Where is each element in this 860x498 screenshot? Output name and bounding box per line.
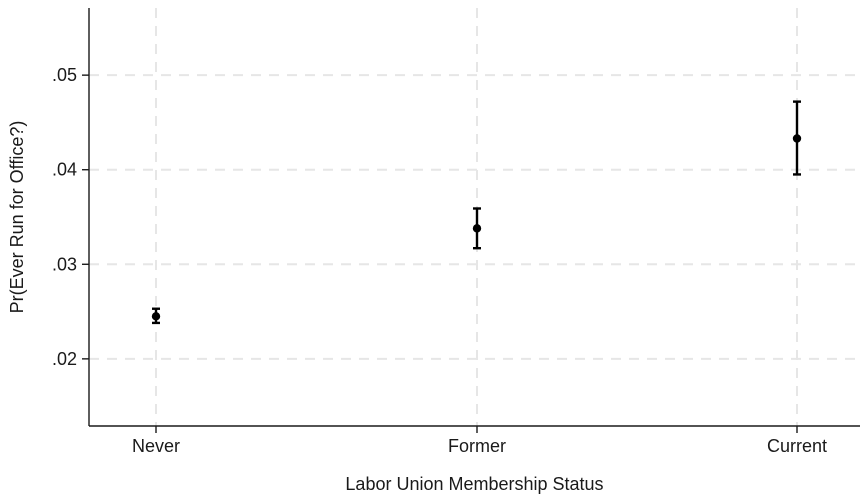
y-tick-label: .05 [52,65,77,85]
point-estimate [792,134,802,143]
x-tick-label: Current [767,436,827,456]
grid-layer [89,8,860,426]
point-estimate [472,224,482,233]
estimate-current [792,100,802,176]
estimate-former [472,207,482,250]
y-axis-title: Pr(Ever Run for Office?) [7,121,27,314]
y-tick-label: .02 [52,349,77,369]
x-tick-label: Former [448,436,506,456]
marks-layer [151,100,802,325]
point-estimate [151,312,161,321]
x-axis-title: Labor Union Membership Status [345,474,603,494]
y-tick-label: .04 [52,160,77,180]
y-tick-label: .03 [52,254,77,274]
estimate-never [151,307,161,325]
x-tick-label: Never [132,436,180,456]
axis-layer: .02 .03 .04 .05 Never Former Current [52,8,860,456]
